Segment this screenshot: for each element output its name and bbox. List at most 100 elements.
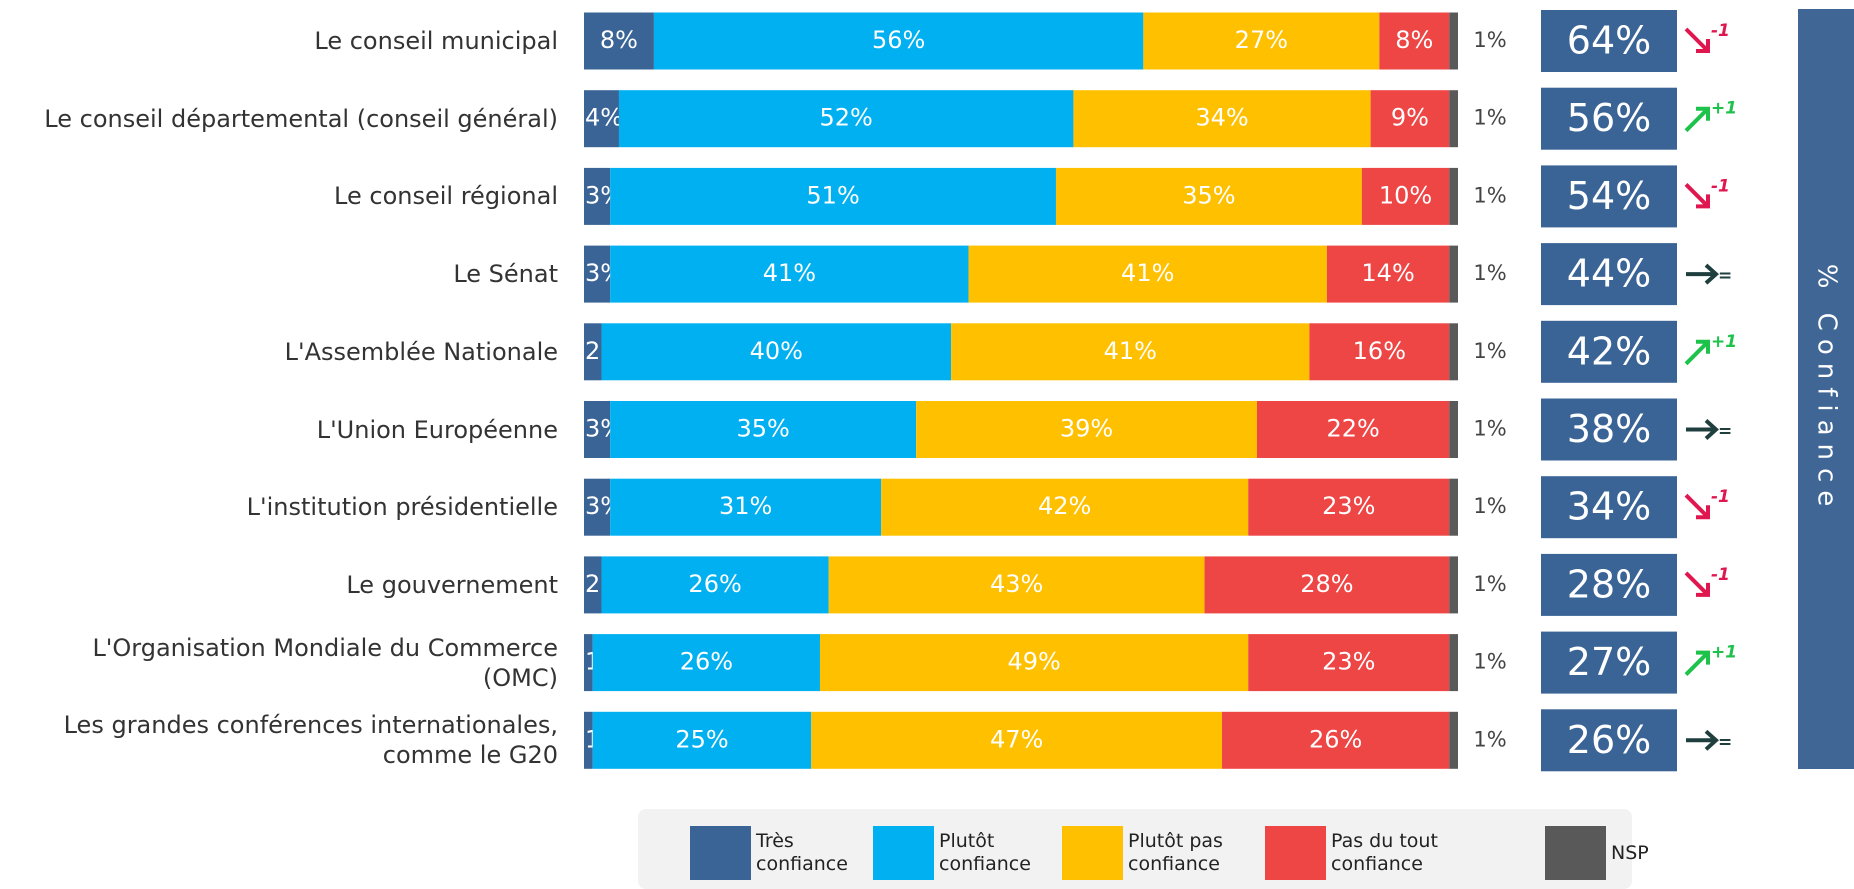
trend-arrow bbox=[1684, 106, 1710, 133]
value-label: 52% bbox=[820, 104, 873, 132]
bar-segment bbox=[584, 634, 593, 692]
bar-segment bbox=[592, 711, 812, 769]
value-label: 35% bbox=[1182, 181, 1235, 209]
bar-segment bbox=[584, 711, 593, 769]
confidence-label: 44% bbox=[1567, 252, 1651, 296]
side-label: % Confiance bbox=[1812, 264, 1842, 515]
legend-label: NSP bbox=[1611, 841, 1649, 864]
trend-label: -1 bbox=[1711, 176, 1730, 196]
confidence-label: 42% bbox=[1567, 329, 1651, 373]
bar-segment bbox=[610, 478, 882, 536]
value-label: 49% bbox=[1007, 648, 1060, 676]
trend-arrow bbox=[1686, 419, 1719, 440]
value-label: 41% bbox=[1121, 259, 1174, 287]
value-label: 1% bbox=[1473, 650, 1506, 674]
bar-segment bbox=[1449, 167, 1458, 225]
value-label: 1% bbox=[1473, 28, 1506, 52]
bar-segment bbox=[610, 401, 917, 458]
trend-arrow bbox=[1686, 729, 1719, 751]
trend-arrow bbox=[1684, 27, 1710, 53]
bar-segment bbox=[601, 323, 952, 381]
value-label: 51% bbox=[806, 181, 859, 209]
confidence-label: 38% bbox=[1567, 407, 1651, 451]
value-label: 1% bbox=[1473, 572, 1506, 596]
trend-arrow bbox=[1684, 339, 1710, 366]
value-label: 1% bbox=[1473, 494, 1506, 518]
bar-segment bbox=[1326, 245, 1450, 303]
trend-arrow bbox=[1684, 493, 1710, 520]
bar-segment bbox=[610, 245, 969, 303]
value-label: 41% bbox=[763, 259, 816, 287]
bar-segment bbox=[1449, 478, 1458, 536]
value-label: 1% bbox=[1473, 417, 1506, 441]
confidence-box bbox=[1541, 398, 1677, 461]
value-label: 56% bbox=[872, 26, 925, 54]
trend-label: +1 bbox=[1711, 332, 1737, 352]
value-label: 39% bbox=[1060, 415, 1113, 443]
value-label: 10% bbox=[1379, 181, 1432, 209]
confidence-box bbox=[1541, 87, 1677, 150]
value-label: 9% bbox=[1391, 104, 1429, 132]
legend-swatch bbox=[1545, 826, 1606, 880]
trend-label: = bbox=[1718, 422, 1732, 442]
value-label: 25% bbox=[675, 725, 728, 753]
bar-segment bbox=[916, 401, 1257, 458]
value-label: 1% bbox=[1473, 106, 1506, 130]
bar-segment bbox=[584, 12, 654, 70]
bar-segment bbox=[584, 323, 602, 381]
value-label: 23% bbox=[1322, 648, 1375, 676]
bar-segment bbox=[584, 167, 611, 225]
bar-segment bbox=[584, 478, 611, 536]
bar-segment bbox=[1449, 90, 1458, 148]
side-panel bbox=[1798, 9, 1854, 769]
value-label: 14% bbox=[1361, 259, 1414, 287]
confidence-box bbox=[1541, 10, 1677, 72]
bar-segment bbox=[1248, 634, 1450, 692]
value-label: 28% bbox=[1300, 570, 1353, 598]
value-label: 34% bbox=[1195, 104, 1248, 132]
trend-label: = bbox=[1718, 732, 1732, 752]
category-label: Les grandes conférences internationales,… bbox=[63, 711, 558, 770]
confidence-box bbox=[1541, 709, 1677, 772]
legend-label: Très confiance bbox=[756, 830, 848, 875]
bar-segment bbox=[1449, 711, 1458, 769]
trend-label: +1 bbox=[1711, 99, 1737, 119]
bar-segment bbox=[601, 556, 829, 614]
confidence-label: 27% bbox=[1567, 640, 1651, 684]
category-label: L'Union Européenne bbox=[316, 415, 558, 444]
value-label: 8% bbox=[1395, 26, 1433, 54]
legend-label: Pas du tout confiance bbox=[1331, 830, 1438, 875]
value-label: 4% bbox=[585, 104, 623, 132]
bar-segment bbox=[592, 634, 820, 692]
bar-segment bbox=[1449, 401, 1458, 458]
bar-segment bbox=[1055, 167, 1362, 225]
bar-segment bbox=[1309, 323, 1450, 381]
trend-arrow bbox=[1684, 650, 1710, 677]
trend-label: +1 bbox=[1711, 643, 1737, 663]
category-label: L'institution présidentielle bbox=[246, 493, 558, 522]
legend-label: Plutôt confiance bbox=[939, 830, 1031, 875]
bar-segment bbox=[828, 556, 1205, 614]
legend-swatch bbox=[690, 826, 751, 880]
value-label: 41% bbox=[1104, 337, 1157, 365]
category-label: Le gouvernement bbox=[346, 570, 558, 599]
value-label: 8% bbox=[600, 26, 638, 54]
trend-arrow bbox=[1684, 571, 1710, 597]
category-label: Le conseil municipal bbox=[314, 27, 558, 55]
bar-segment bbox=[1449, 245, 1458, 303]
confidence-label: 54% bbox=[1567, 174, 1651, 218]
bar-segment bbox=[584, 90, 619, 148]
legend-swatch bbox=[1265, 826, 1326, 880]
value-label: 40% bbox=[750, 337, 803, 365]
bar-segment bbox=[1449, 556, 1458, 614]
confidence-box bbox=[1541, 476, 1677, 539]
value-label: 1% bbox=[1473, 261, 1506, 285]
confidence-label: 34% bbox=[1567, 485, 1651, 529]
category-label: Le Sénat bbox=[453, 260, 558, 289]
bar-segment bbox=[1143, 12, 1380, 70]
bar-segment bbox=[1248, 478, 1450, 536]
category-label: Le conseil régional bbox=[334, 182, 558, 211]
bar-segment bbox=[1379, 12, 1450, 70]
value-label: 22% bbox=[1326, 415, 1379, 443]
confidence-box bbox=[1541, 553, 1677, 616]
